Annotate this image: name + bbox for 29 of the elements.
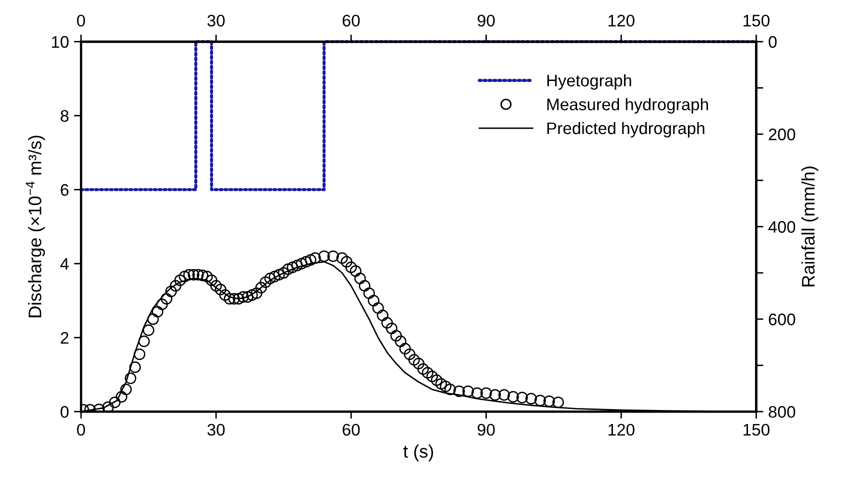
y2-tick-label: 0: [768, 36, 777, 48]
x2-tick-label: 150: [744, 14, 770, 27]
x2-tick-label: 120: [608, 14, 634, 27]
y2-tick-label: 600: [768, 314, 796, 326]
x2-tick-label: 60: [342, 14, 360, 27]
legend-label: Hyetograph: [547, 74, 632, 90]
y2-tick-label: 400: [768, 221, 796, 233]
y2-tick-label: 800: [768, 406, 796, 418]
y-axis-title: Discharge (×10$^{−4}$ m³/s): [26, 136, 45, 318]
x-tick-label: 0: [77, 424, 86, 436]
y-tick-label: 0: [60, 406, 69, 418]
legend-label: Predicted hydrograph: [547, 122, 704, 138]
y-tick-label: 4: [60, 258, 69, 270]
x-tick-label: 150: [744, 424, 770, 436]
y-tick-label: 2: [60, 332, 68, 344]
x-tick-label: 90: [478, 424, 495, 436]
x2-tick-label: 30: [207, 14, 225, 27]
x-axis-title: t (s): [403, 444, 434, 462]
y2-axis-title: Rainfall (mm/h): [801, 166, 818, 286]
x2-tick-label: 0: [77, 14, 86, 27]
x-tick-label: 60: [342, 424, 360, 436]
legend-label: Measured hydrograph: [547, 98, 708, 114]
y-tick-label: 6: [60, 184, 68, 196]
y-tick-label: 10: [52, 36, 69, 48]
y-tick-label: 8: [60, 110, 68, 122]
x2-tick-label: 90: [478, 14, 495, 27]
x-tick-label: 30: [207, 424, 225, 436]
x-tick-label: 120: [608, 424, 634, 436]
y2-tick-label: 200: [768, 128, 796, 140]
